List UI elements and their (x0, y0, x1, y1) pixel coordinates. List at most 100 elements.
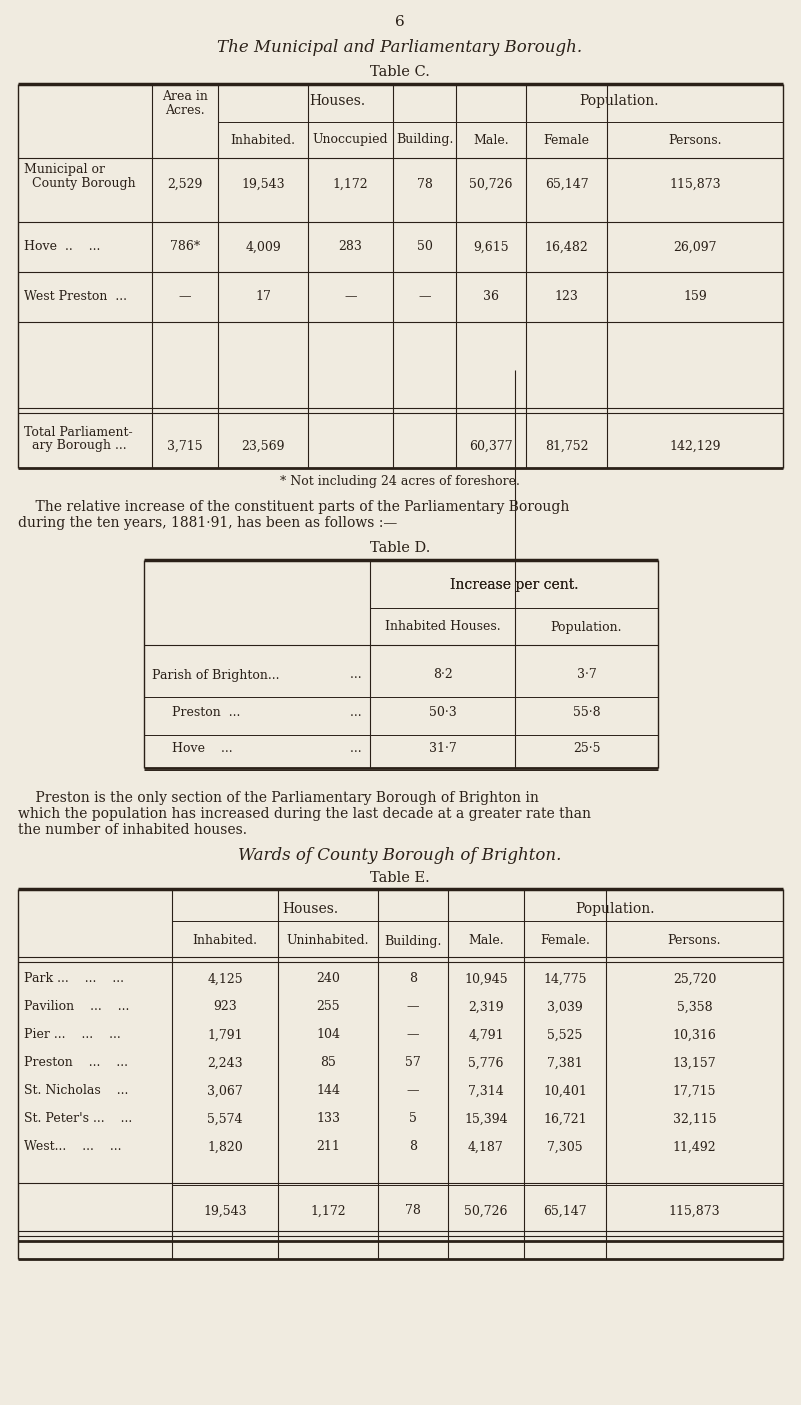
Text: 16,721: 16,721 (543, 1113, 587, 1125)
Text: 255: 255 (316, 1000, 340, 1013)
Text: Wards of County Borough of Brighton.: Wards of County Borough of Brighton. (239, 847, 562, 864)
Text: Uninhabited.: Uninhabited. (287, 934, 369, 947)
Text: 55·8: 55·8 (573, 707, 600, 719)
Text: Hove    ...: Hove ... (152, 742, 232, 754)
Text: 115,873: 115,873 (669, 177, 721, 191)
Text: Male.: Male. (473, 133, 509, 146)
Text: 7,305: 7,305 (547, 1141, 583, 1154)
Text: Pavilion    ...    ...: Pavilion ... ... (24, 1000, 130, 1013)
Text: 65,147: 65,147 (543, 1204, 587, 1218)
Text: 211: 211 (316, 1141, 340, 1154)
Text: 50,726: 50,726 (465, 1204, 508, 1218)
Text: 5,776: 5,776 (469, 1057, 504, 1069)
Text: Female.: Female. (540, 934, 590, 947)
Text: The Municipal and Parliamentary Borough.: The Municipal and Parliamentary Borough. (217, 39, 582, 56)
Text: 5: 5 (409, 1113, 417, 1125)
Text: Table D.: Table D. (370, 541, 430, 555)
Text: —: — (407, 1085, 419, 1097)
Text: St. Peter's ...    ...: St. Peter's ... ... (24, 1113, 132, 1125)
Text: 25·5: 25·5 (573, 742, 600, 754)
Text: Increase per cent.: Increase per cent. (449, 577, 578, 592)
Text: 8: 8 (409, 1141, 417, 1154)
Text: Table C.: Table C. (370, 65, 430, 79)
Text: 65,147: 65,147 (545, 177, 588, 191)
Text: ...: ... (338, 669, 362, 681)
Text: 16,482: 16,482 (545, 240, 589, 253)
Text: West Preston  ...: West Preston ... (24, 291, 127, 303)
Text: 31·7: 31·7 (429, 742, 457, 754)
Text: 19,543: 19,543 (203, 1204, 247, 1218)
Text: 14,775: 14,775 (543, 972, 587, 985)
Text: Area in: Area in (162, 90, 208, 104)
Text: 3,067: 3,067 (207, 1085, 243, 1097)
Text: Parish of Brighton...: Parish of Brighton... (152, 669, 280, 681)
Text: ...: ... (338, 742, 362, 754)
Text: Increase per cent.: Increase per cent. (449, 577, 578, 592)
Text: Pier ...    ...    ...: Pier ... ... ... (24, 1028, 121, 1041)
Text: 85: 85 (320, 1057, 336, 1069)
Text: 4,009: 4,009 (245, 240, 281, 253)
Text: 19,543: 19,543 (241, 177, 285, 191)
Text: 17: 17 (255, 291, 271, 303)
Text: 32,115: 32,115 (673, 1113, 716, 1125)
Text: 50,726: 50,726 (469, 177, 513, 191)
Text: 1,172: 1,172 (310, 1204, 346, 1218)
Text: Population.: Population. (580, 94, 659, 108)
Text: 10,945: 10,945 (465, 972, 508, 985)
Text: 13,157: 13,157 (673, 1057, 716, 1069)
Text: 10,401: 10,401 (543, 1085, 587, 1097)
Text: 7,381: 7,381 (547, 1057, 583, 1069)
Text: 2,529: 2,529 (167, 177, 203, 191)
Text: 283: 283 (339, 240, 362, 253)
Text: 6: 6 (395, 15, 405, 30)
Text: —: — (344, 291, 356, 303)
Text: 25,720: 25,720 (673, 972, 716, 985)
Text: ...: ... (338, 707, 362, 719)
Text: Table E.: Table E. (370, 871, 430, 885)
Text: 3,715: 3,715 (167, 440, 203, 452)
Text: Building.: Building. (396, 133, 453, 146)
Text: 4,187: 4,187 (468, 1141, 504, 1154)
Text: * Not including 24 acres of foreshore.: * Not including 24 acres of foreshore. (280, 475, 520, 489)
Text: 50: 50 (417, 240, 433, 253)
Text: 1,791: 1,791 (207, 1028, 243, 1041)
Text: Houses.: Houses. (309, 94, 365, 108)
Text: Preston  ...: Preston ... (152, 707, 240, 719)
Text: Preston is the only section of the Parliamentary Borough of Brighton in: Preston is the only section of the Parli… (18, 791, 539, 805)
Text: Acres.: Acres. (165, 104, 205, 118)
Text: Municipal or: Municipal or (24, 163, 105, 177)
Text: 8·2: 8·2 (433, 669, 453, 681)
Text: 78: 78 (417, 177, 433, 191)
Text: Preston    ...    ...: Preston ... ... (24, 1057, 128, 1069)
Text: 26,097: 26,097 (674, 240, 717, 253)
Text: Male.: Male. (469, 934, 504, 947)
Text: 1,820: 1,820 (207, 1141, 243, 1154)
Text: Total Parliament-: Total Parliament- (24, 426, 133, 438)
Text: —: — (418, 291, 431, 303)
Text: 4,125: 4,125 (207, 972, 243, 985)
Text: —: — (407, 1028, 419, 1041)
Text: Inhabited.: Inhabited. (192, 934, 257, 947)
Text: County Borough: County Borough (24, 177, 135, 191)
Text: Population.: Population. (551, 621, 622, 634)
Text: 159: 159 (683, 291, 706, 303)
Text: 8: 8 (409, 972, 417, 985)
Text: West...    ...    ...: West... ... ... (24, 1141, 122, 1154)
Text: 142,129: 142,129 (670, 440, 721, 452)
Text: 11,492: 11,492 (673, 1141, 716, 1154)
Text: Unoccupied: Unoccupied (312, 133, 388, 146)
Text: 36: 36 (483, 291, 499, 303)
Text: 81,752: 81,752 (545, 440, 588, 452)
Text: 115,873: 115,873 (669, 1204, 720, 1218)
Text: 104: 104 (316, 1028, 340, 1041)
Text: 4,791: 4,791 (469, 1028, 504, 1041)
Text: 144: 144 (316, 1085, 340, 1097)
Text: 9,615: 9,615 (473, 240, 509, 253)
Text: 60,377: 60,377 (469, 440, 513, 452)
Text: Persons.: Persons. (668, 133, 722, 146)
Text: 17,715: 17,715 (673, 1085, 716, 1097)
Text: St. Nicholas    ...: St. Nicholas ... (24, 1085, 128, 1097)
Text: during the ten years, 1881·91, has been as follows :—: during the ten years, 1881·91, has been … (18, 516, 397, 530)
Text: which the population has increased during the last decade at a greater rate than: which the population has increased durin… (18, 806, 591, 821)
Text: 133: 133 (316, 1113, 340, 1125)
